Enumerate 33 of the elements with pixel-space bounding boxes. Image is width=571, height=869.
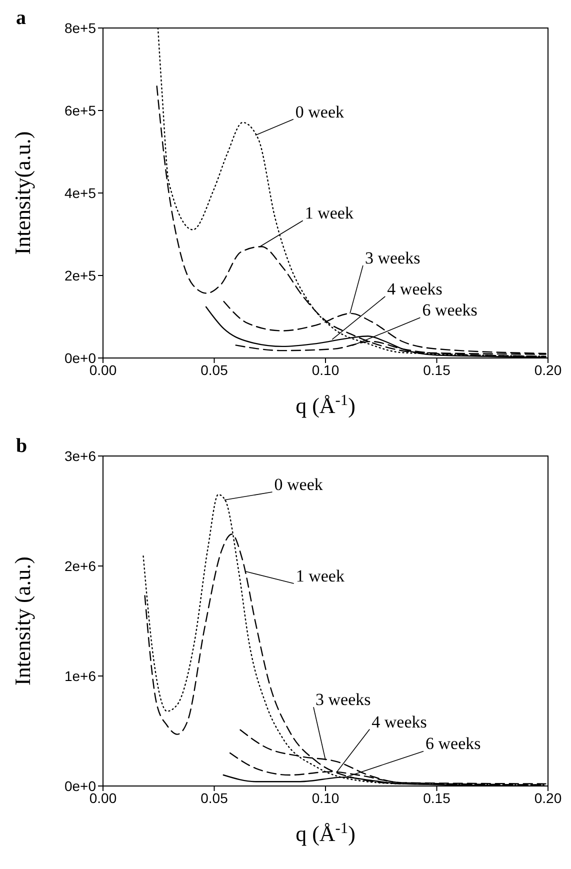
annotation: 6 weeks [422, 300, 478, 320]
annotation: 0 week [295, 102, 345, 122]
y-tick-label: 0e+0 [64, 350, 96, 366]
annotation: 3 weeks [364, 248, 420, 268]
x-tick-label: 0.10 [312, 790, 340, 806]
y-axis-title: Intensity(a.u.) [10, 131, 35, 255]
x-tick-label: 0.05 [200, 790, 228, 806]
chart-title: b [16, 435, 28, 457]
chart-title: a [16, 7, 26, 29]
y-tick-label: 3e+6 [64, 448, 96, 464]
y-tick-label: 2e+6 [64, 558, 96, 574]
y-tick-label: 6e+5 [64, 102, 96, 118]
annotation: 4 weeks [387, 279, 442, 298]
x-axis-title: q (Å$^{-1}$) [296, 820, 356, 846]
y-tick-label: 4e+5 [64, 184, 96, 201]
annotation: 1 week [304, 204, 354, 223]
x-tick-label: 0.05 [200, 362, 228, 378]
y-tick-label: 8e+5 [64, 20, 96, 36]
annotation: 0 week [274, 475, 324, 494]
annotation: 6 weeks [426, 734, 481, 754]
x-tick-label: 0.15 [423, 362, 451, 378]
x-tick-label: 0.10 [312, 362, 340, 378]
y-axis-title: Intensity (a.u.) [10, 556, 35, 686]
y-tick-label: 1e+6 [64, 668, 96, 684]
y-tick-label: 0e+0 [64, 778, 96, 794]
y-tick-label: 2e+5 [64, 267, 96, 284]
x-tick-label: 0.20 [534, 362, 562, 378]
annotation: 4 weeks [372, 712, 427, 732]
annotation: 1 week [296, 566, 345, 586]
x-axis-title: q (Å$^{-1}$) [296, 392, 356, 418]
x-tick-label: 0.15 [423, 790, 451, 806]
x-tick-label: 0.20 [534, 790, 562, 806]
annotation: 3 weeks [316, 690, 371, 710]
